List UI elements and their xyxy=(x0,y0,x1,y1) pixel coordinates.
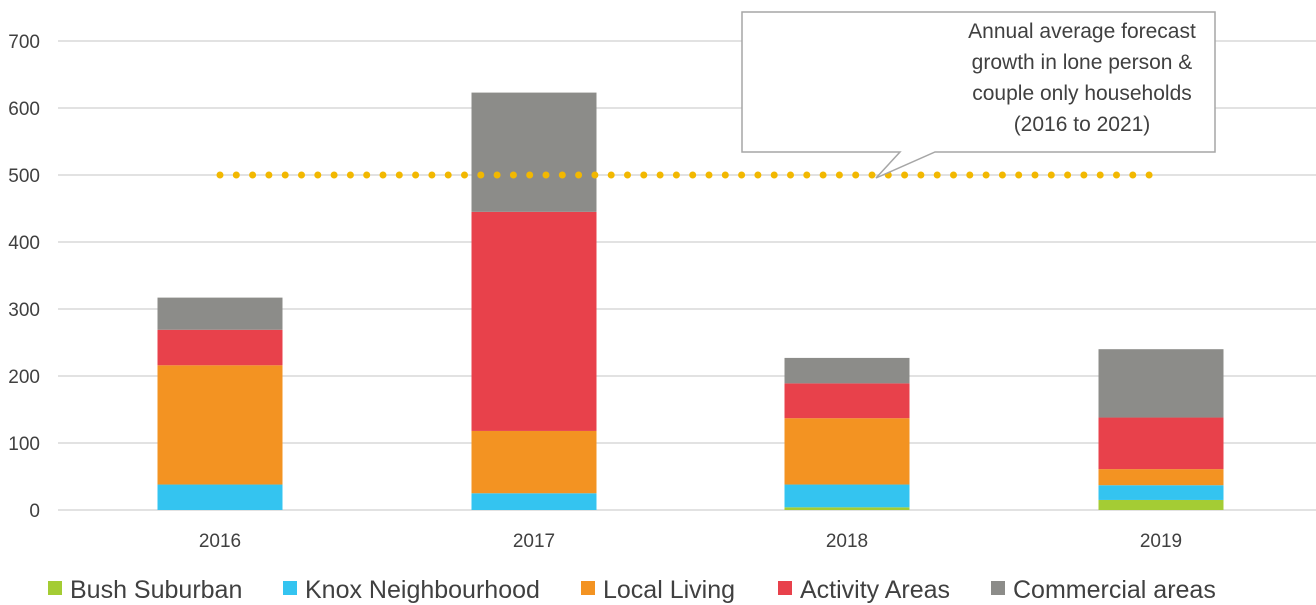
bar-2016-local-living xyxy=(157,365,283,485)
bar-2016-commercial-areas xyxy=(157,297,283,330)
legend-swatch-local-living xyxy=(581,581,595,595)
callout-line-3: couple only households xyxy=(972,82,1192,105)
y-tick-label-0: 0 xyxy=(29,501,40,522)
bar-2019-bush-suburban xyxy=(1098,499,1224,510)
x-tick-label-2019: 2019 xyxy=(1140,531,1182,552)
legend-swatch-commercial-areas xyxy=(991,581,1005,595)
legend-label-knox-neighbourhood: Knox Neighbourhood xyxy=(305,576,540,604)
legend-swatch-activity-areas xyxy=(778,581,792,595)
y-tick-label-600: 600 xyxy=(8,99,40,120)
callout-line-2: growth in lone person & xyxy=(972,51,1193,74)
callout-annotation: Annual average forecast growth in lone pe… xyxy=(741,11,1216,179)
bar-2019-knox-neighbourhood xyxy=(1098,485,1224,500)
bar-2019-activity-areas xyxy=(1098,417,1224,470)
bar-2018-activity-areas xyxy=(784,383,910,419)
y-tick-label-500: 500 xyxy=(8,166,40,187)
bar-2018-commercial-areas xyxy=(784,357,910,384)
legend-item-local-living: Local Living xyxy=(581,576,735,604)
x-tick-label-2018: 2018 xyxy=(826,531,868,552)
callout-line-1: Annual average forecast xyxy=(968,20,1196,43)
legend-swatch-knox-neighbourhood xyxy=(283,581,297,595)
legend-item-activity-areas: Activity Areas xyxy=(778,576,950,604)
bar-2016-knox-neighbourhood xyxy=(157,484,283,510)
y-tick-label-100: 100 xyxy=(8,434,40,455)
y-tick-label-700: 700 xyxy=(8,32,40,53)
bar-2017-local-living xyxy=(471,430,597,494)
bar-2018-bush-suburban xyxy=(784,507,910,510)
bars xyxy=(157,92,1224,510)
legend-label-commercial-areas: Commercial areas xyxy=(1013,576,1216,604)
bar-2017-commercial-areas xyxy=(471,92,597,212)
bar-2017-activity-areas xyxy=(471,211,597,431)
x-axis-tick-labels: 2016 2017 2018 2019 xyxy=(199,531,1182,552)
legend-swatch-bush-suburban xyxy=(48,581,62,595)
legend-item-bush-suburban: Bush Suburban xyxy=(48,576,242,604)
callout-line-4: (2016 to 2021) xyxy=(1014,113,1151,136)
x-tick-label-2016: 2016 xyxy=(199,531,241,552)
bar-2019-local-living xyxy=(1098,469,1224,486)
y-tick-label-300: 300 xyxy=(8,300,40,321)
legend: Bush Suburban Knox Neighbourhood Local Liv… xyxy=(48,576,1216,604)
bar-2016-activity-areas xyxy=(157,329,283,366)
y-tick-label-200: 200 xyxy=(8,367,40,388)
bar-2018-knox-neighbourhood xyxy=(784,484,910,508)
bar-2018-local-living xyxy=(784,418,910,485)
legend-label-local-living: Local Living xyxy=(603,576,735,604)
y-axis-tick-labels: 0 100 200 300 400 500 600 700 xyxy=(8,32,40,522)
y-tick-label-400: 400 xyxy=(8,233,40,254)
bar-2019-commercial-areas xyxy=(1098,349,1224,418)
x-tick-label-2017: 2017 xyxy=(513,531,555,552)
legend-item-knox-neighbourhood: Knox Neighbourhood xyxy=(283,576,540,604)
legend-label-bush-suburban: Bush Suburban xyxy=(70,576,242,604)
bar-2017-knox-neighbourhood xyxy=(471,493,597,510)
legend-item-commercial-areas: Commercial areas xyxy=(991,576,1216,604)
legend-label-activity-areas: Activity Areas xyxy=(800,576,950,604)
callout-box xyxy=(741,11,1216,179)
